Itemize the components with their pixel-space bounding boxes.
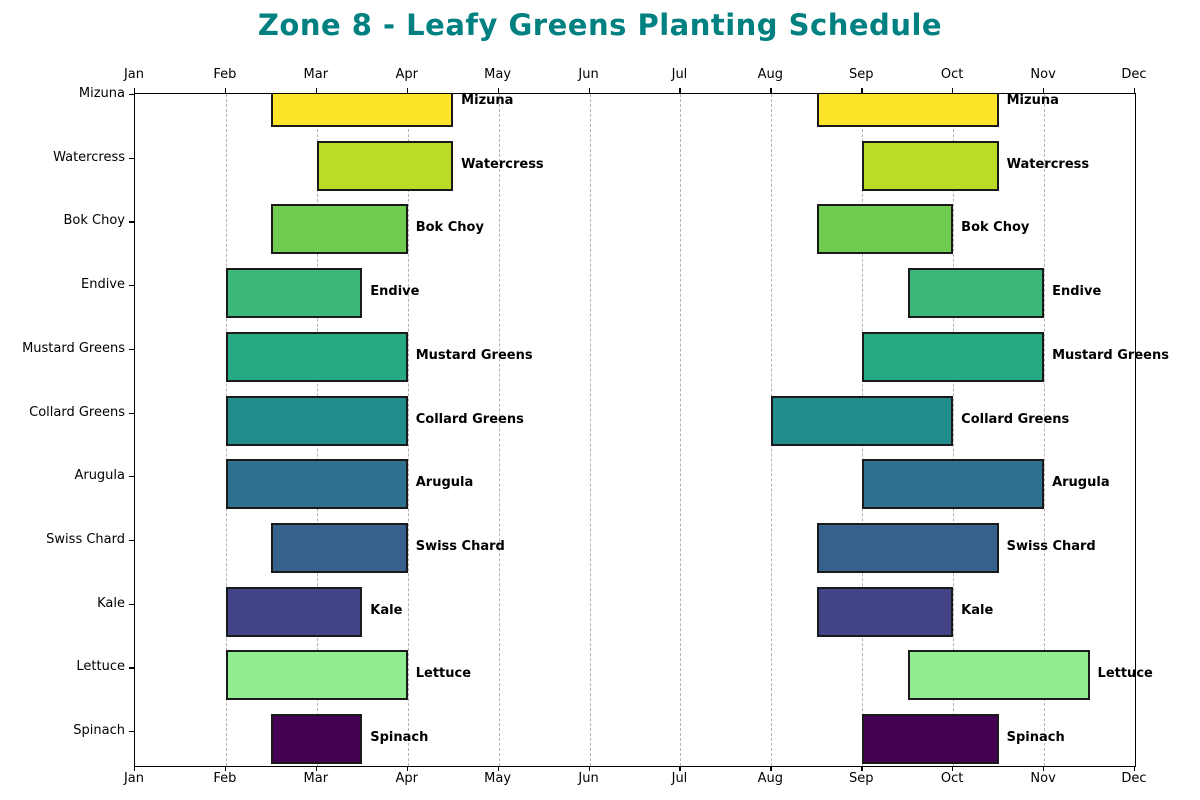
planting-bar-spring xyxy=(225,586,363,637)
y-tick xyxy=(129,94,134,96)
planting-bar-spring xyxy=(225,650,408,701)
month-gridline xyxy=(407,94,409,766)
planting-bar-fall xyxy=(862,331,1045,382)
y-axis-label: Collard Greens xyxy=(29,404,125,420)
month-gridline xyxy=(589,94,591,766)
planting-bar-spring xyxy=(271,714,363,764)
y-tick xyxy=(129,157,134,159)
month-gridline xyxy=(1044,94,1046,766)
planting-bar-spring xyxy=(316,140,454,191)
x-axis-label-top: Apr xyxy=(395,67,418,82)
y-tick xyxy=(129,348,134,351)
x-axis-label-bottom: Nov xyxy=(1030,771,1056,786)
planting-bar-fall xyxy=(907,650,1090,701)
x-axis-label-top: Sep xyxy=(849,67,874,82)
planting-bar-spring xyxy=(225,268,363,319)
x-tick-top xyxy=(1134,88,1136,93)
month-gridline xyxy=(498,94,500,766)
chart-title: Zone 8 - Leafy Greens Planting Schedule xyxy=(257,8,943,42)
x-axis-label-top: Jun xyxy=(578,67,599,82)
x-axis-label-bottom: Jun xyxy=(578,771,599,786)
x-axis-label-bottom: Dec xyxy=(1121,771,1147,786)
x-tick-top xyxy=(497,88,499,93)
x-axis-label-top: Jan xyxy=(123,67,145,82)
x-tick-top xyxy=(679,88,681,93)
y-axis-label: Watercress xyxy=(53,149,125,165)
x-axis-label-top: May xyxy=(484,67,512,82)
x-tick-top xyxy=(224,88,227,93)
x-axis-label-top: Jul xyxy=(671,67,688,82)
y-tick xyxy=(129,221,134,223)
x-axis-label-bottom: Jan xyxy=(123,771,145,786)
x-axis-label-bottom: Oct xyxy=(940,771,964,786)
y-tick xyxy=(129,667,134,669)
planting-bar-spring xyxy=(271,204,408,255)
planting-bar-spring xyxy=(225,331,408,382)
planting-bar-fall xyxy=(816,204,954,255)
y-tick xyxy=(129,412,134,414)
x-tick-top xyxy=(952,88,954,93)
x-tick-top xyxy=(406,88,409,93)
planting-bar-fall xyxy=(771,395,954,446)
y-tick xyxy=(129,476,134,478)
plot-area xyxy=(134,93,1136,767)
x-axis-label-top: Feb xyxy=(213,67,237,82)
x-tick-top xyxy=(770,88,772,93)
x-axis-label-bottom: Apr xyxy=(395,771,418,786)
planting-bar-fall xyxy=(816,94,999,127)
y-axis-label: Mustard Greens xyxy=(22,340,125,356)
planting-bar-spring xyxy=(225,459,408,510)
x-axis-label-top: Mar xyxy=(303,67,329,82)
y-tick xyxy=(129,603,134,605)
x-tick-top xyxy=(134,88,136,93)
x-axis-label-bottom: Mar xyxy=(303,771,329,786)
x-axis-label-bottom: Aug xyxy=(757,771,784,786)
x-axis-label-top: Dec xyxy=(1121,67,1147,82)
x-axis-label-bottom: Sep xyxy=(849,771,874,786)
planting-bar-spring xyxy=(271,522,408,573)
month-gridline xyxy=(680,94,682,766)
planting-bar-spring xyxy=(271,94,454,127)
x-tick-top xyxy=(588,88,590,93)
y-axis-label: Endive xyxy=(80,277,125,293)
x-axis-label-bottom: May xyxy=(484,771,512,786)
y-axis-label: Arugula xyxy=(74,468,125,484)
y-axis-label: Swiss Chard xyxy=(46,531,125,547)
x-axis-label-bottom: Feb xyxy=(213,771,237,786)
x-axis-label-top: Aug xyxy=(757,67,784,82)
y-axis-label: Kale xyxy=(97,595,125,611)
y-axis-label: Mizuna xyxy=(78,86,125,101)
y-axis-label: Spinach xyxy=(73,723,125,738)
x-axis-label-bottom: Jul xyxy=(671,771,688,786)
x-tick-top xyxy=(1043,88,1045,93)
month-gridline xyxy=(953,94,955,766)
x-axis-label-top: Nov xyxy=(1030,67,1056,82)
x-axis-label-top: Oct xyxy=(940,67,964,82)
y-axis-label: Lettuce xyxy=(76,659,125,675)
planting-bar-fall xyxy=(862,714,999,764)
y-tick xyxy=(129,731,134,733)
planting-bar-fall xyxy=(862,140,999,191)
planting-bar-fall xyxy=(816,522,999,573)
x-tick-top xyxy=(861,88,863,93)
y-tick xyxy=(129,285,134,287)
y-tick xyxy=(129,539,134,542)
planting-bar-fall xyxy=(862,459,1045,510)
planting-bar-fall xyxy=(907,268,1045,319)
planting-bar-spring xyxy=(225,395,408,446)
x-tick-top xyxy=(315,88,318,93)
planting-bar-fall xyxy=(816,586,954,637)
y-axis-label: Bok Choy xyxy=(63,213,126,229)
